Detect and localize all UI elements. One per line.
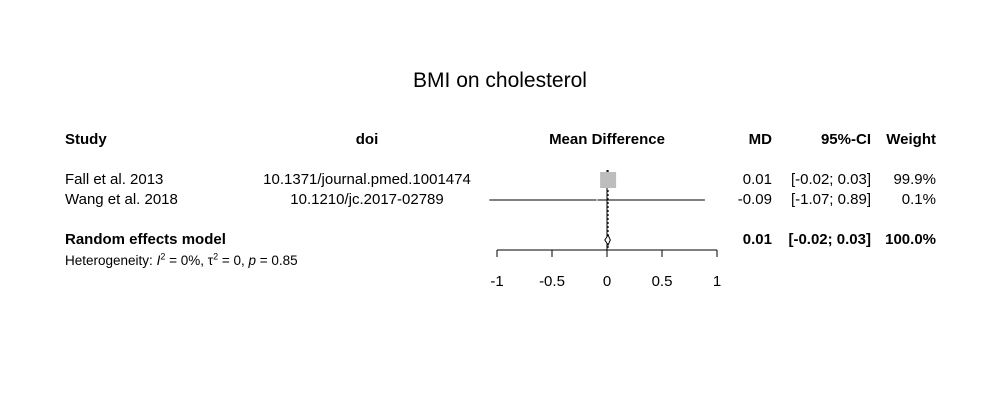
- i2-symbol: I: [156, 253, 161, 268]
- chart-title: BMI on cholesterol: [413, 69, 587, 92]
- study-doi: 10.1210/jc.2017-02789: [290, 191, 444, 208]
- pooled-md: 0.01: [742, 231, 772, 248]
- x-axis-tick-label: -1: [490, 273, 503, 290]
- study-name: Wang et al. 2018: [65, 191, 178, 208]
- pooled-label: Random effects model: [65, 231, 226, 248]
- study-square: [600, 172, 617, 188]
- x-axis-tick-label: 1: [713, 273, 721, 290]
- header-weight: Weight: [886, 131, 936, 148]
- tau2-symbol: τ: [207, 253, 214, 268]
- study-weight: 0.1%: [901, 191, 936, 208]
- header-mean-difference: Mean Difference: [549, 131, 665, 148]
- header-study: Study: [65, 131, 107, 148]
- header-md: MD: [748, 131, 772, 148]
- x-axis-tick-label: 0.5: [652, 273, 673, 290]
- study-md: 0.01: [742, 171, 772, 188]
- study-square: [596, 199, 599, 201]
- pooled-weight: 100.0%: [885, 231, 936, 248]
- study-name: Fall et al. 2013: [65, 171, 164, 188]
- p-value: = 0.85: [256, 253, 298, 268]
- study-weight: 99.9%: [893, 171, 936, 188]
- heterogeneity-prefix: Heterogeneity:: [65, 253, 157, 268]
- tau2-value: = 0,: [218, 253, 249, 268]
- p-symbol: p: [248, 253, 257, 268]
- i2-value: = 0%,: [165, 253, 208, 268]
- pooled-diamond: [604, 233, 611, 247]
- study-md: -0.09: [737, 191, 772, 208]
- study-doi: 10.1371/journal.pmed.1001474: [263, 171, 471, 188]
- x-axis-tick-label: 0: [603, 273, 611, 290]
- study-ci: [-1.07; 0.89]: [790, 191, 871, 208]
- heterogeneity-text: Heterogeneity: I2 = 0%, τ2 = 0, p = 0.85: [65, 251, 298, 268]
- study-ci: [-0.02; 0.03]: [790, 171, 871, 188]
- header-ci: 95%-CI: [820, 131, 871, 148]
- x-axis-tick-label: -0.5: [539, 273, 565, 290]
- header-doi: doi: [355, 131, 379, 148]
- pooled-ci: [-0.02; 0.03]: [788, 231, 871, 248]
